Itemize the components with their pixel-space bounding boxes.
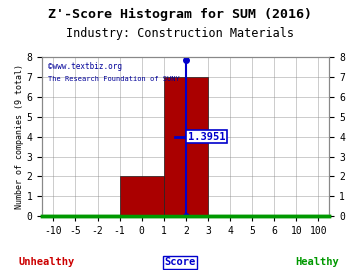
Text: The Research Foundation of SUNY: The Research Foundation of SUNY (48, 76, 180, 82)
Y-axis label: Number of companies (9 total): Number of companies (9 total) (15, 64, 24, 209)
Bar (120, 177, 164, 216)
Text: 1.3951: 1.3951 (188, 131, 225, 141)
Text: Industry: Construction Materials: Industry: Construction Materials (66, 27, 294, 40)
Text: Unhealthy: Unhealthy (19, 257, 75, 267)
Text: Score: Score (165, 257, 195, 267)
Bar (164, 77, 208, 216)
Text: ©www.textbiz.org: ©www.textbiz.org (48, 62, 122, 70)
Text: Z'-Score Histogram for SUM (2016): Z'-Score Histogram for SUM (2016) (48, 8, 312, 21)
Text: Healthy: Healthy (295, 257, 339, 267)
